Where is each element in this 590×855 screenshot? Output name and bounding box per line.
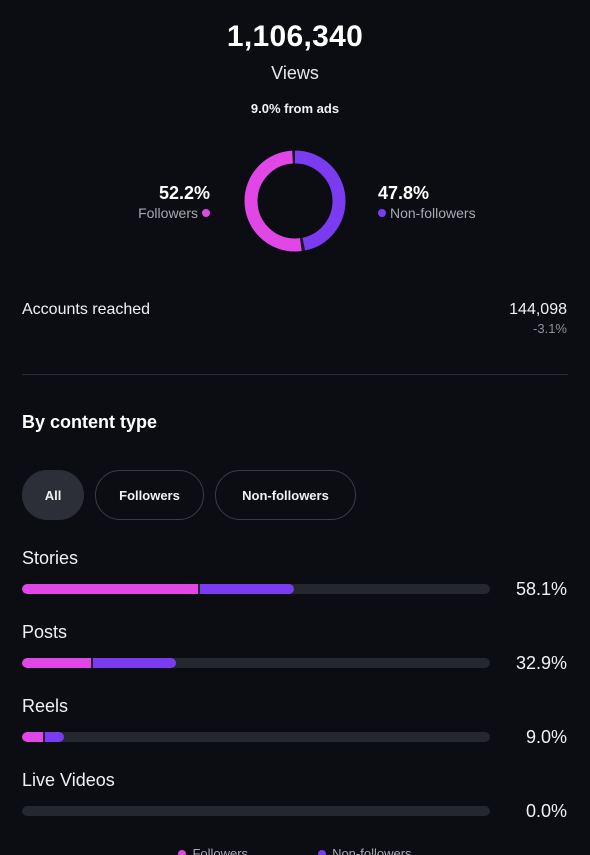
content-bar-posts bbox=[22, 658, 490, 668]
non-followers-legend: 47.8% Non-followers bbox=[378, 182, 476, 222]
non-followers-legend-label: Non-followers bbox=[390, 205, 476, 221]
accounts-reached-label: Accounts reached bbox=[22, 301, 151, 318]
filter-followers-button[interactable]: Followers bbox=[95, 470, 204, 520]
content-bar-live-videos bbox=[22, 806, 490, 816]
content-type-title: By content type bbox=[22, 412, 158, 432]
filter-non-followers-button[interactable]: Non-followers bbox=[215, 470, 356, 520]
non-followers-percentage: 47.8% bbox=[378, 183, 430, 203]
stories-followers-segment bbox=[22, 584, 199, 594]
donut-followers-segment bbox=[244, 150, 346, 252]
non-followers-dot-icon bbox=[378, 209, 386, 217]
content-row-label-posts: Posts bbox=[22, 622, 68, 642]
content-row-label-reels: Reels bbox=[22, 696, 69, 716]
section-divider bbox=[22, 374, 568, 375]
reels-non-followers-segment bbox=[44, 732, 65, 742]
content-row-pct-live-videos: 0.0% bbox=[525, 801, 567, 821]
content-bar-stories bbox=[22, 584, 490, 594]
content-bar-reels bbox=[22, 732, 490, 742]
bar-legend: Followers Non-followers bbox=[0, 846, 590, 855]
followers-dot-icon bbox=[202, 209, 210, 217]
followers-percentage: 52.2% bbox=[158, 183, 210, 203]
views-total: 1,106,340 bbox=[226, 20, 364, 53]
followers-legend: 52.2% Followers bbox=[138, 182, 210, 222]
bar-legend-non-followers: Non-followers bbox=[332, 846, 412, 855]
donut-non-followers-segment bbox=[244, 150, 346, 252]
posts-followers-segment bbox=[22, 658, 91, 668]
followers-legend-label: Followers bbox=[138, 205, 198, 221]
accounts-reached-change: -3.1% bbox=[533, 321, 567, 336]
non-followers-legend-dot-icon bbox=[318, 849, 327, 855]
content-row-label-stories: Stories bbox=[22, 548, 79, 568]
stories-non-followers-segment bbox=[200, 584, 294, 594]
audience-donut-chart bbox=[244, 150, 346, 252]
content-row-pct-reels: 9.0% bbox=[525, 727, 567, 747]
content-row-pct-posts: 32.9% bbox=[515, 653, 567, 673]
views-label: Views bbox=[271, 63, 319, 83]
ads-share-note: 9.0% from ads bbox=[250, 101, 340, 116]
followers-legend-dot-icon bbox=[178, 849, 187, 855]
accounts-reached-value: 144,098 bbox=[509, 301, 567, 318]
filter-all-button[interactable]: All bbox=[22, 470, 84, 520]
reels-followers-segment bbox=[22, 732, 43, 742]
posts-non-followers-segment bbox=[92, 658, 176, 668]
bar-legend-followers: Followers bbox=[192, 846, 249, 855]
content-row-pct-stories: 58.1% bbox=[515, 579, 567, 599]
content-row-label-live-videos: Live Videos bbox=[22, 770, 115, 790]
